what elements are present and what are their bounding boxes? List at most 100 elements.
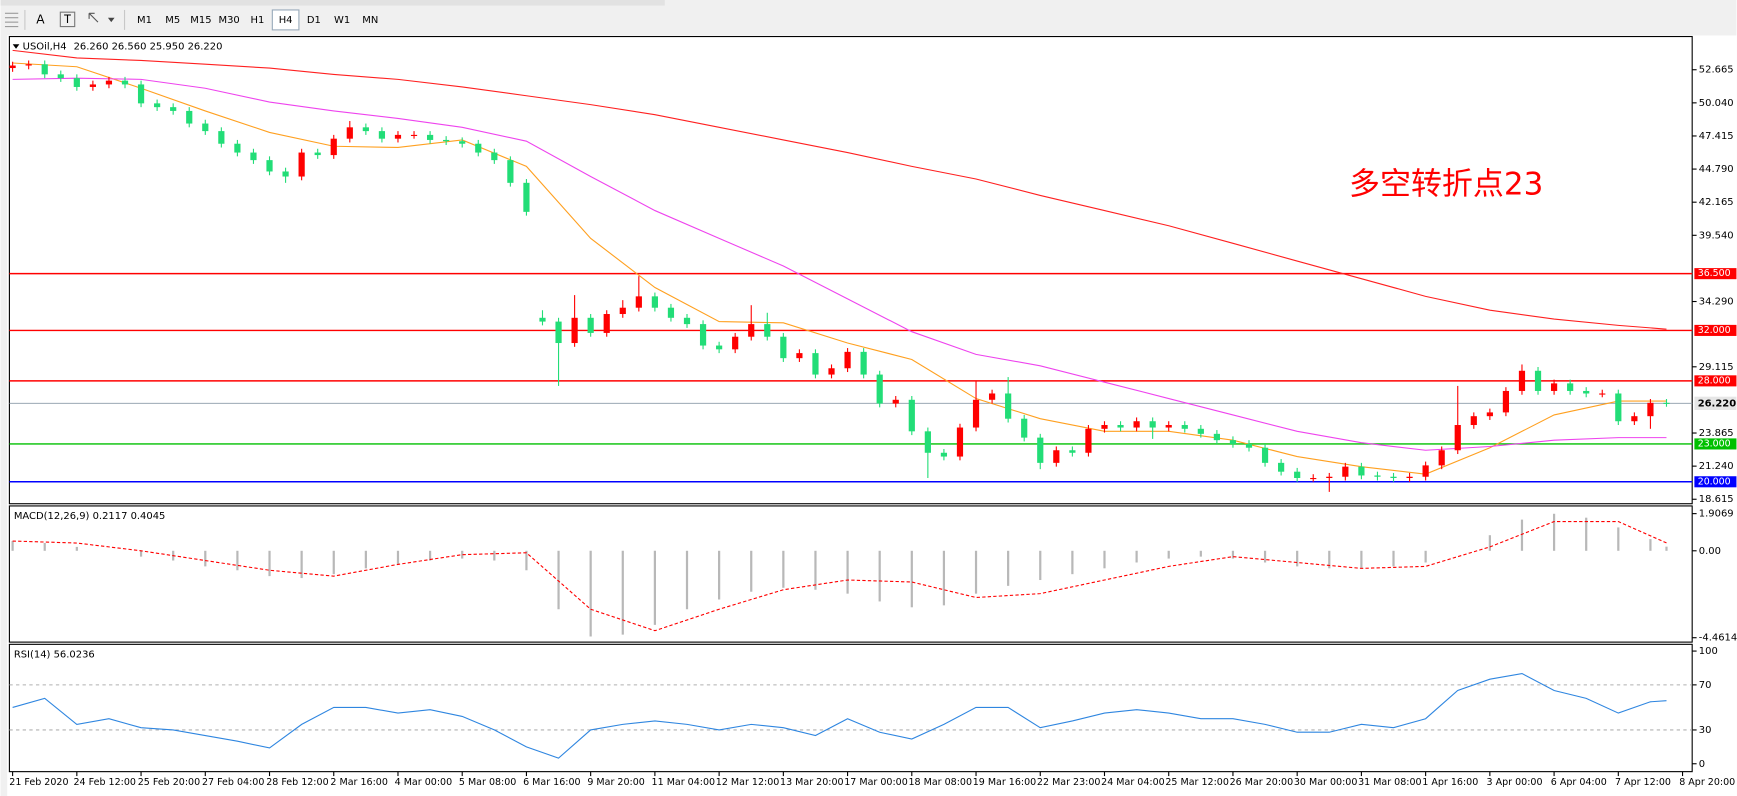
moving-average: [12, 49, 1667, 330]
candle-body: [234, 143, 241, 153]
candle-body: [828, 368, 835, 375]
price-level-tag: [1694, 375, 1737, 387]
panel-title: USOil,H4: [23, 41, 67, 52]
candle-body: [330, 138, 337, 156]
x-tick-label: 26 Mar 20:00: [1230, 777, 1294, 788]
candle-body: [443, 139, 450, 142]
toolbar-row-top: [0, 0, 665, 6]
timeframe-button[interactable]: MN: [362, 15, 378, 26]
candle-body: [250, 152, 257, 161]
y-tick-label: 23.865: [1699, 428, 1734, 439]
candle-body: [908, 399, 915, 432]
candle-body: [1631, 416, 1638, 422]
x-tick-label: 22 Mar 23:00: [1037, 777, 1101, 788]
y-tick-label: 70: [1699, 680, 1712, 691]
candle-body: [523, 182, 530, 212]
panel-frame: [8, 505, 1693, 643]
timeframe-button[interactable]: M5: [165, 15, 180, 26]
price-level-tag: [1694, 438, 1737, 450]
y-tick-label: 47.415: [1699, 131, 1734, 142]
y-tick-label: 21.240: [1699, 461, 1734, 472]
candle-body: [972, 399, 980, 428]
candle-body: [186, 110, 193, 124]
panel-frame: [8, 35, 1693, 505]
candle-body: [780, 336, 787, 359]
candle-body: [73, 78, 80, 87]
candle-body: [860, 351, 867, 375]
candle-body: [619, 307, 626, 315]
panel-frame: [8, 643, 1693, 773]
candle-body: [1165, 425, 1172, 428]
candle-body: [57, 74, 64, 79]
y-tick-label: 0.00: [1699, 546, 1721, 557]
candle-body: [1005, 393, 1012, 419]
x-tick-label: 6 Apr 04:00: [1551, 777, 1607, 788]
y-tick-label: -4.4614: [1699, 633, 1737, 644]
price-level-tag: [1694, 324, 1737, 336]
candle-body: [266, 160, 273, 172]
candle-body: [1294, 471, 1301, 478]
candle-body: [475, 143, 482, 153]
candle-body: [539, 317, 546, 322]
candle-body: [1326, 476, 1333, 478]
timeframe-button[interactable]: D1: [307, 15, 321, 26]
y-tick-label: 34.290: [1699, 297, 1734, 308]
x-tick-label: 11 Mar 04:00: [652, 777, 716, 788]
timeframe-button[interactable]: M15: [190, 15, 211, 26]
timeframe-button[interactable]: H4: [279, 15, 293, 26]
candle-body: [507, 160, 514, 183]
panel-title: RSI(14) 56.0236: [14, 649, 95, 660]
candle-body: [876, 374, 883, 404]
x-tick-label: 2 Mar 16:00: [330, 777, 387, 788]
candle-body: [1647, 402, 1654, 417]
price-level-tag: [1694, 476, 1737, 488]
candle-body: [1438, 450, 1445, 466]
moving-average: [12, 77, 1667, 451]
candle-body: [1374, 475, 1381, 477]
candle-body: [378, 131, 386, 139]
ohlc-label: 26.260 26.560 25.950 26.220: [74, 41, 223, 52]
candle-body: [748, 324, 755, 337]
x-tick-label: 4 Mar 00:00: [395, 777, 452, 788]
panel-title: MACD(12,26,9) 0.2117 0.4045: [14, 511, 166, 522]
candle-body: [1502, 390, 1510, 413]
candle-body: [1663, 402, 1670, 404]
candle-body: [9, 65, 16, 69]
timeframe-button[interactable]: H1: [250, 15, 264, 26]
candle-body: [218, 131, 225, 144]
candle-body: [1422, 465, 1429, 477]
x-tick-label: 3 Apr 00:00: [1487, 777, 1543, 788]
price-level-label: 36.500: [1698, 268, 1731, 279]
candle-body: [1310, 477, 1317, 480]
candle-body: [796, 353, 803, 359]
timeframe-button[interactable]: W1: [334, 15, 350, 26]
candle-body: [1454, 425, 1461, 451]
timeframe-button[interactable]: M30: [219, 15, 240, 26]
candle-body: [1245, 443, 1253, 448]
candle-body: [1021, 418, 1028, 438]
candle-body: [362, 127, 369, 132]
chart-background: [7, 35, 1737, 796]
y-tick-label: 52.665: [1699, 65, 1734, 76]
label-tool[interactable]: T: [63, 13, 71, 26]
timeframe-button[interactable]: M1: [137, 15, 152, 26]
x-tick-label: 6 Mar 16:00: [523, 777, 580, 788]
candle-body: [89, 84, 96, 87]
candle-body: [732, 336, 739, 350]
y-tick-label: 50.040: [1699, 98, 1734, 109]
x-tick-label: 21 Feb 2020: [9, 777, 68, 788]
candle-body: [202, 123, 209, 132]
arrow-tool[interactable]: [88, 12, 115, 23]
candle-body: [924, 431, 931, 453]
candle-body: [1518, 370, 1526, 391]
current-price-tag: [1694, 396, 1737, 410]
y-tick-label: 44.790: [1699, 164, 1734, 175]
y-tick-label: 1.9069: [1699, 509, 1734, 520]
y-tick-label: 29.115: [1699, 362, 1734, 373]
price-level-label: 32.000: [1698, 325, 1731, 336]
x-tick-label: 13 Mar 20:00: [780, 777, 844, 788]
rsi-line: [12, 672, 1667, 759]
candle-body: [603, 314, 610, 333]
text-tool[interactable]: A: [36, 12, 45, 26]
